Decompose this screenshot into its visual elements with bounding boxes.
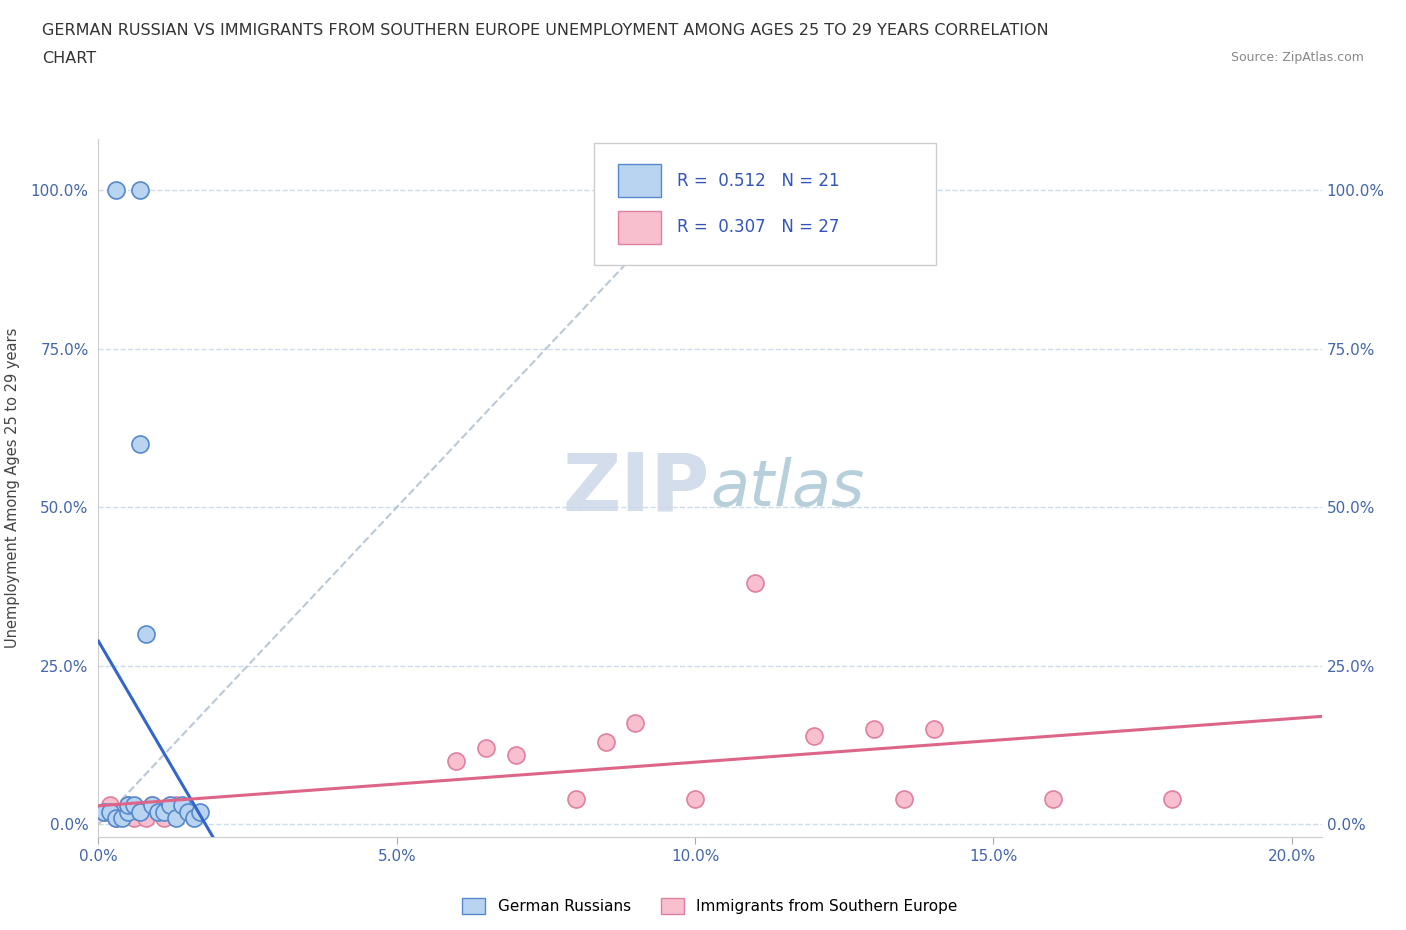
- Point: [446, 753, 468, 768]
- Point: [505, 747, 527, 762]
- Point: [141, 798, 163, 813]
- Point: [98, 804, 121, 819]
- Point: [93, 804, 115, 819]
- Point: [159, 798, 181, 813]
- Text: CHART: CHART: [42, 51, 96, 66]
- Point: [117, 798, 139, 813]
- Point: [141, 798, 163, 813]
- Point: [744, 576, 766, 591]
- Point: [188, 804, 211, 819]
- FancyBboxPatch shape: [619, 211, 661, 245]
- Point: [105, 811, 128, 826]
- Text: Source: ZipAtlas.com: Source: ZipAtlas.com: [1230, 51, 1364, 64]
- Point: [177, 804, 200, 819]
- Point: [111, 811, 134, 826]
- Point: [683, 791, 706, 806]
- Text: R =  0.512   N = 21: R = 0.512 N = 21: [678, 172, 839, 190]
- Y-axis label: Unemployment Among Ages 25 to 29 years: Unemployment Among Ages 25 to 29 years: [4, 328, 20, 648]
- Point: [1042, 791, 1064, 806]
- Point: [565, 791, 588, 806]
- Point: [146, 804, 169, 819]
- Point: [165, 811, 187, 826]
- Point: [135, 627, 157, 642]
- Point: [129, 436, 152, 451]
- Text: ZIP: ZIP: [562, 449, 710, 527]
- FancyBboxPatch shape: [593, 143, 936, 265]
- Point: [129, 804, 152, 819]
- Point: [129, 183, 152, 198]
- Point: [595, 735, 617, 750]
- Point: [159, 804, 181, 819]
- Point: [475, 741, 498, 756]
- Point: [105, 183, 128, 198]
- Point: [624, 715, 647, 730]
- Point: [117, 798, 139, 813]
- Text: GERMAN RUSSIAN VS IMMIGRANTS FROM SOUTHERN EUROPE UNEMPLOYMENT AMONG AGES 25 TO : GERMAN RUSSIAN VS IMMIGRANTS FROM SOUTHE…: [42, 23, 1049, 38]
- Point: [183, 811, 205, 826]
- Point: [98, 798, 121, 813]
- Point: [122, 798, 145, 813]
- Point: [146, 804, 169, 819]
- Point: [803, 728, 825, 743]
- Point: [893, 791, 915, 806]
- Text: R =  0.307   N = 27: R = 0.307 N = 27: [678, 219, 839, 236]
- Point: [122, 811, 145, 826]
- Point: [170, 798, 193, 813]
- Point: [105, 811, 128, 826]
- Point: [111, 804, 134, 819]
- Point: [922, 722, 945, 737]
- Point: [1161, 791, 1184, 806]
- Point: [153, 804, 176, 819]
- Point: [135, 811, 157, 826]
- Text: atlas: atlas: [710, 458, 865, 519]
- Point: [129, 804, 152, 819]
- Point: [93, 804, 115, 819]
- Point: [117, 804, 139, 819]
- Point: [165, 798, 187, 813]
- FancyBboxPatch shape: [619, 164, 661, 197]
- Point: [153, 811, 176, 826]
- Point: [863, 722, 886, 737]
- Legend: German Russians, Immigrants from Southern Europe: German Russians, Immigrants from Souther…: [457, 892, 963, 920]
